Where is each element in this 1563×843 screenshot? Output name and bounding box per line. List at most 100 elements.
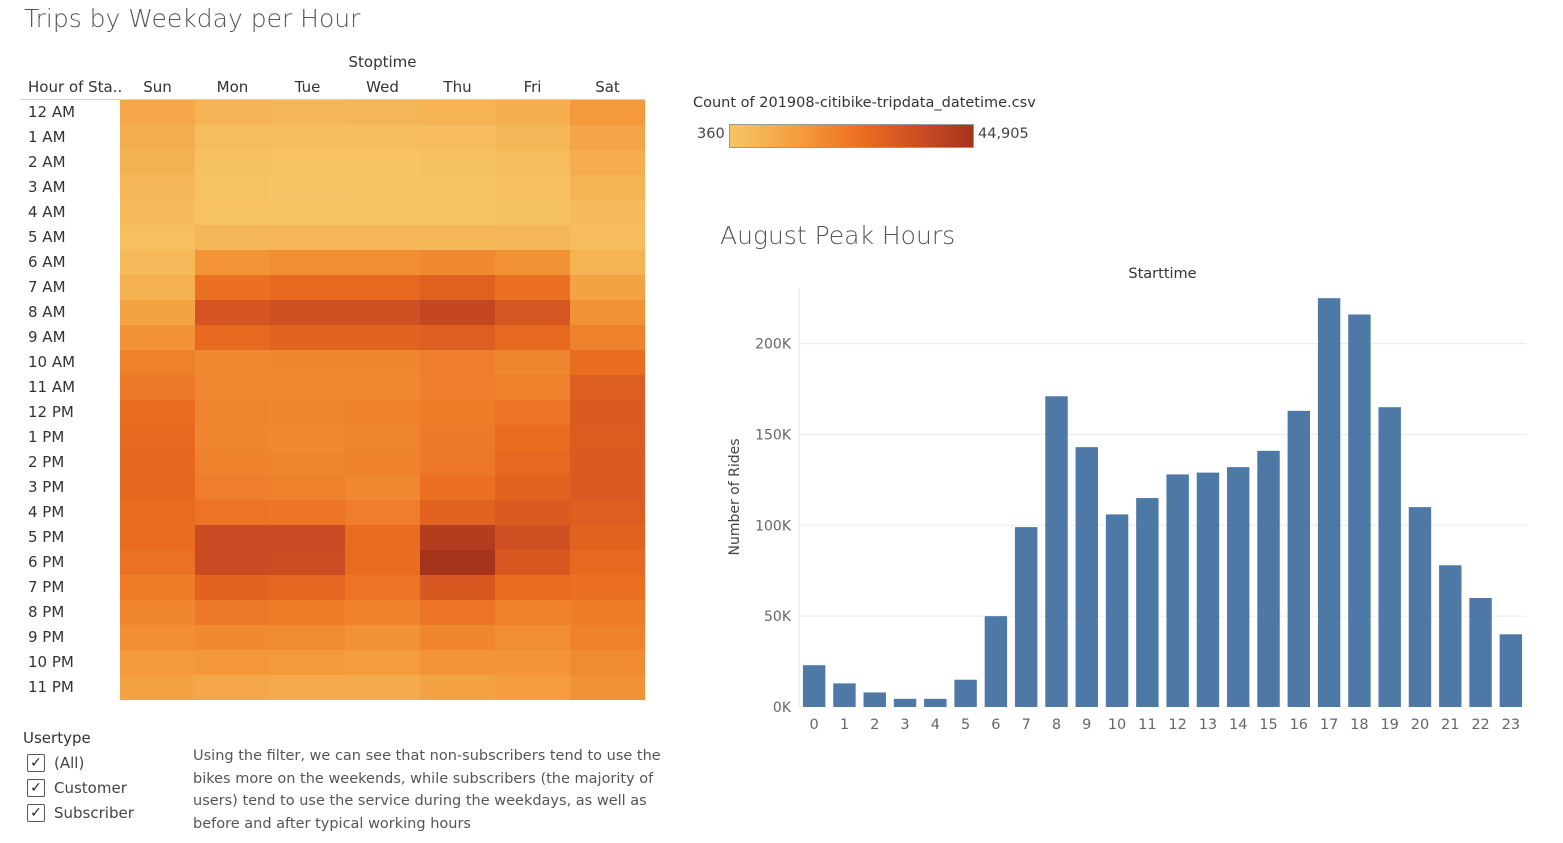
heatmap-cell[interactable] [345,400,420,425]
heatmap-cell[interactable] [195,350,270,375]
heatmap-cell[interactable] [495,225,570,250]
heatmap-cell[interactable] [495,375,570,400]
bar-hour-13[interactable] [1196,472,1220,707]
heatmap-cell[interactable] [570,625,645,650]
heatmap-cell[interactable] [570,350,645,375]
heatmap-cell[interactable] [420,600,495,625]
heatmap-cell[interactable] [570,500,645,525]
heatmap-cell[interactable] [270,625,345,650]
heatmap-cell[interactable] [120,525,195,550]
heatmap-cell[interactable] [345,250,420,275]
heatmap-cell[interactable] [195,300,270,325]
heatmap-cell[interactable] [420,475,495,500]
heatmap-cell[interactable] [420,675,495,700]
hour-label[interactable]: 3 AM [28,178,66,196]
heatmap-cell[interactable] [420,400,495,425]
heatmap-cell[interactable] [345,525,420,550]
heatmap-cell[interactable] [195,250,270,275]
heatmap-cell[interactable] [495,125,570,150]
bar-hour-8[interactable] [1045,396,1068,707]
bar-hour-5[interactable] [954,679,977,707]
heatmap-cell[interactable] [345,375,420,400]
heatmap-cell[interactable] [195,525,270,550]
heatmap-cell[interactable] [120,650,195,675]
heatmap-cell[interactable] [120,150,195,175]
hour-label[interactable]: 8 PM [28,603,65,621]
heatmap-cell[interactable] [495,475,570,500]
hour-label[interactable]: 7 PM [28,578,65,596]
heatmap-cell[interactable] [420,500,495,525]
bar-hour-21[interactable] [1439,565,1462,707]
heatmap-cell[interactable] [495,625,570,650]
heatmap-cell[interactable] [270,525,345,550]
bar-hour-9[interactable] [1075,447,1098,707]
hour-label[interactable]: 10 AM [28,353,76,371]
heatmap-cell[interactable] [270,500,345,525]
heatmap-cell[interactable] [420,125,495,150]
heatmap-cell[interactable] [420,625,495,650]
heatmap-cell[interactable] [495,425,570,450]
hour-label[interactable]: 7 AM [28,278,66,296]
heatmap-cell[interactable] [345,650,420,675]
heatmap-cell[interactable] [345,450,420,475]
heatmap-cell[interactable] [495,200,570,225]
heatmap-cell[interactable] [270,475,345,500]
bar-hour-23[interactable] [1499,634,1523,707]
day-label-sat[interactable]: Sat [595,78,620,96]
heatmap-cell[interactable] [270,250,345,275]
heatmap-cell[interactable] [495,250,570,275]
hour-label[interactable]: 3 PM [28,478,65,496]
heatmap-cell[interactable] [120,425,195,450]
heatmap-cell[interactable] [570,300,645,325]
hour-label[interactable]: 5 PM [28,528,65,546]
checkbox-all[interactable]: ✓ [27,754,45,772]
heatmap-cell[interactable] [270,600,345,625]
bar-hour-18[interactable] [1348,314,1371,707]
heatmap-cell[interactable] [495,150,570,175]
heatmap-cell[interactable] [195,375,270,400]
heatmap-cell[interactable] [270,375,345,400]
heatmap-cell[interactable] [120,450,195,475]
bar-hour-3[interactable] [893,698,917,707]
heatmap-cell[interactable] [570,425,645,450]
heatmap-grid[interactable] [120,100,645,700]
day-label-mon[interactable]: Mon [216,78,249,96]
bar-hour-15[interactable] [1257,450,1280,707]
filter-option-customer[interactable]: ✓ Customer [27,778,127,798]
heatmap-cell[interactable] [195,600,270,625]
heatmap-cell[interactable] [570,150,645,175]
hour-label[interactable]: 9 PM [28,628,65,646]
checkbox-subscriber[interactable]: ✓ [27,804,45,822]
bar-hour-22[interactable] [1469,597,1492,707]
heatmap-cell[interactable] [570,400,645,425]
heatmap-cell[interactable] [345,175,420,200]
heatmap-cell[interactable] [570,575,645,600]
bar-hour-12[interactable] [1166,474,1189,707]
bar-hour-17[interactable] [1317,298,1341,707]
heatmap-cell[interactable] [570,175,645,200]
bar-hour-4[interactable] [924,698,947,707]
hour-label[interactable]: 10 PM [28,653,74,671]
heatmap-cell[interactable] [420,425,495,450]
heatmap-cell[interactable] [120,100,195,125]
heatmap-cell[interactable] [570,550,645,575]
heatmap-cell[interactable] [345,425,420,450]
day-label-wed[interactable]: Wed [366,78,399,96]
heatmap-cell[interactable] [270,675,345,700]
hour-label[interactable]: 5 AM [28,228,66,246]
heatmap-cell[interactable] [345,350,420,375]
filter-option-subscriber[interactable]: ✓ Subscriber [27,803,134,823]
heatmap-cell[interactable] [570,525,645,550]
hour-label[interactable]: 4 PM [28,503,65,521]
heatmap-cell[interactable] [195,325,270,350]
heatmap-cell[interactable] [345,125,420,150]
heatmap-cell[interactable] [120,275,195,300]
heatmap-cell[interactable] [570,250,645,275]
heatmap-cell[interactable] [345,325,420,350]
heatmap-cell[interactable] [345,675,420,700]
heatmap-cell[interactable] [195,550,270,575]
heatmap-cell[interactable] [420,650,495,675]
heatmap-cell[interactable] [345,625,420,650]
heatmap-cell[interactable] [120,250,195,275]
hour-label[interactable]: 12 AM [28,103,76,121]
